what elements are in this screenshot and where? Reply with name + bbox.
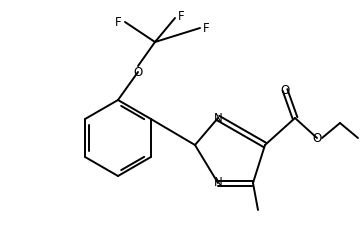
Text: F: F: [115, 15, 122, 29]
Text: O: O: [133, 66, 143, 78]
Text: F: F: [203, 22, 210, 34]
Text: O: O: [312, 132, 321, 145]
Text: O: O: [281, 84, 290, 96]
Text: N: N: [214, 111, 222, 124]
Text: F: F: [178, 10, 185, 22]
Text: N: N: [214, 176, 222, 190]
